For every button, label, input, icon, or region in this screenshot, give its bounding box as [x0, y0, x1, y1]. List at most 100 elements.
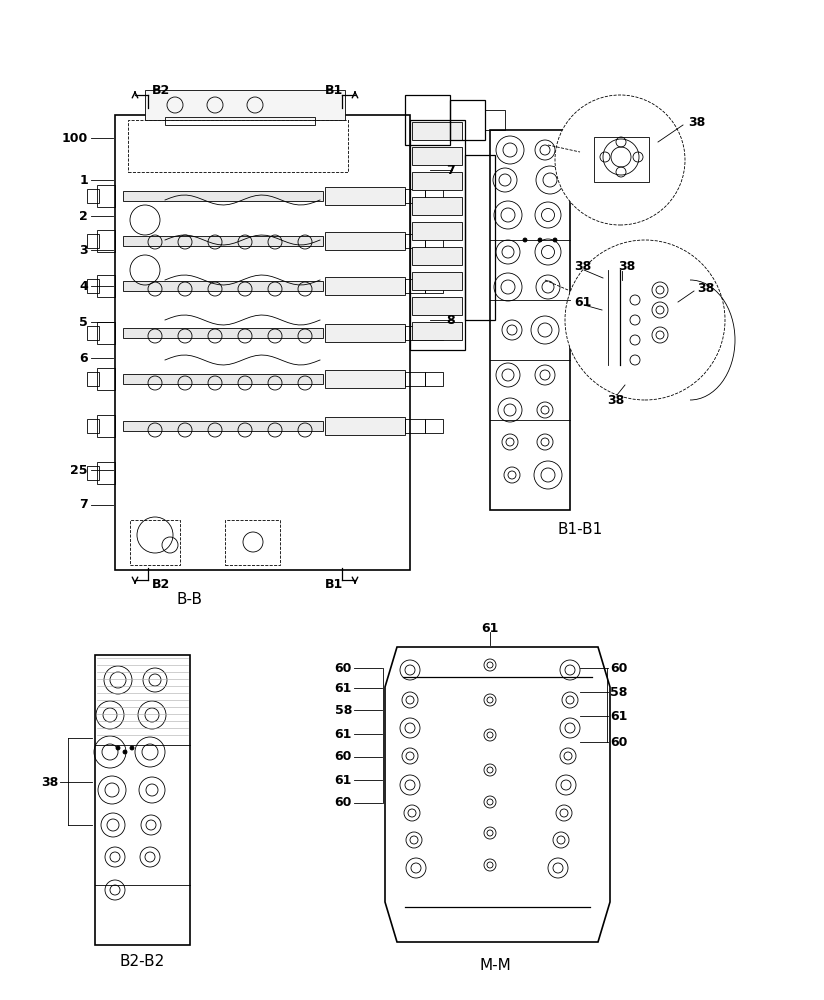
Bar	[123, 281, 323, 291]
Bar	[97, 462, 115, 484]
Text: 61: 61	[574, 296, 592, 308]
Bar	[425, 419, 443, 433]
Text: 38: 38	[688, 115, 705, 128]
Bar	[97, 185, 115, 207]
Bar	[405, 95, 450, 145]
Text: 60: 60	[335, 796, 352, 810]
Circle shape	[123, 750, 127, 754]
Bar	[450, 100, 485, 140]
Bar	[412, 122, 462, 140]
Text: 60: 60	[610, 736, 627, 748]
Polygon shape	[385, 647, 610, 942]
Bar	[410, 120, 465, 350]
Bar	[405, 189, 425, 203]
Bar	[412, 297, 462, 315]
Text: B2-B2: B2-B2	[119, 954, 165, 970]
Bar	[165, 117, 315, 125]
Text: 4: 4	[79, 279, 88, 292]
Bar	[325, 232, 405, 250]
Bar	[87, 372, 99, 386]
Bar	[128, 120, 348, 172]
Bar	[123, 191, 323, 201]
Text: 58: 58	[610, 686, 627, 698]
Text: 38: 38	[607, 393, 625, 406]
Text: 6: 6	[79, 352, 88, 364]
Text: 38: 38	[618, 260, 635, 273]
Circle shape	[523, 238, 527, 242]
Circle shape	[116, 746, 120, 750]
Text: 60: 60	[335, 662, 352, 674]
Text: M-M: M-M	[479, 958, 511, 972]
Text: 25: 25	[71, 464, 88, 477]
Bar	[325, 417, 405, 435]
Text: 38: 38	[574, 260, 592, 273]
Text: B1: B1	[325, 578, 344, 591]
Bar	[425, 234, 443, 248]
Circle shape	[555, 95, 685, 225]
Bar	[97, 415, 115, 437]
Bar	[123, 236, 323, 246]
Bar	[225, 520, 280, 565]
Bar	[412, 147, 462, 165]
Bar	[97, 275, 115, 297]
Text: 5: 5	[79, 316, 88, 328]
Bar	[87, 466, 99, 480]
Circle shape	[130, 746, 134, 750]
Bar	[87, 326, 99, 340]
Bar	[145, 90, 345, 120]
Text: 60: 60	[610, 662, 627, 674]
Bar	[405, 279, 425, 293]
Bar	[325, 324, 405, 342]
Bar	[485, 110, 505, 130]
Text: 1: 1	[79, 174, 88, 186]
Text: B2: B2	[152, 578, 171, 591]
Text: 2: 2	[79, 210, 88, 223]
Bar	[87, 234, 99, 248]
Bar	[412, 222, 462, 240]
Text: 61: 61	[481, 621, 499, 635]
Text: 8: 8	[447, 314, 455, 326]
Bar	[97, 322, 115, 344]
Text: 38: 38	[697, 282, 714, 294]
Bar	[405, 419, 425, 433]
Bar	[325, 370, 405, 388]
Bar	[405, 234, 425, 248]
Text: 61: 61	[610, 710, 627, 722]
Bar	[425, 326, 443, 340]
Circle shape	[553, 238, 557, 242]
Text: 3: 3	[79, 243, 88, 256]
Bar	[405, 372, 425, 386]
Text: 61: 61	[335, 774, 352, 786]
Bar	[425, 279, 443, 293]
Text: 38: 38	[40, 776, 58, 788]
Bar	[95, 655, 190, 945]
Bar	[87, 189, 99, 203]
Bar	[123, 328, 323, 338]
Bar	[97, 230, 115, 252]
Bar	[97, 368, 115, 390]
Bar	[87, 279, 99, 293]
Bar	[87, 419, 99, 433]
Bar	[123, 421, 323, 431]
Text: B-B: B-B	[177, 592, 203, 607]
Bar	[130, 520, 180, 565]
Circle shape	[565, 240, 725, 400]
Text: 7: 7	[79, 498, 88, 512]
Text: B1: B1	[325, 84, 344, 97]
Bar	[490, 130, 570, 510]
Bar	[465, 155, 495, 320]
Circle shape	[538, 238, 542, 242]
Text: 60: 60	[335, 750, 352, 764]
Bar	[412, 247, 462, 265]
Text: 61: 61	[335, 682, 352, 694]
Bar	[325, 277, 405, 295]
Bar	[405, 326, 425, 340]
Text: 58: 58	[335, 704, 352, 716]
Bar	[115, 115, 410, 570]
Bar	[412, 322, 462, 340]
Bar	[325, 187, 405, 205]
Text: B2: B2	[152, 84, 171, 97]
Text: 100: 100	[62, 131, 88, 144]
Bar	[123, 374, 323, 384]
Bar	[412, 172, 462, 190]
